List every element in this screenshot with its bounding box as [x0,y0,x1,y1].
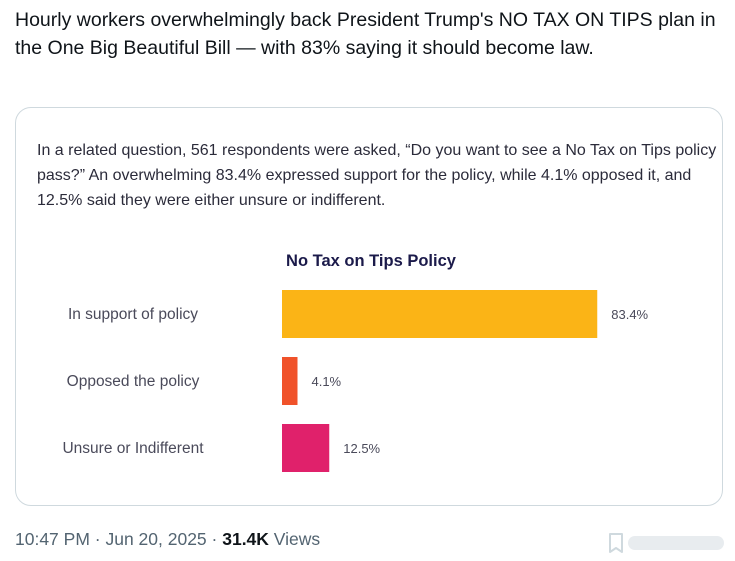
survey-intro-text: In a related question, 561 respondents w… [37,142,717,209]
bookmark-icon[interactable] [608,532,726,554]
bar-chart: No Tax on Tips Policy In support of poli… [62,252,649,472]
tweet-date[interactable]: Jun 20, 2025 [105,529,207,549]
tweet-text: Hourly workers overwhelmingly back Presi… [15,9,716,59]
tweet-footer: 10:47 PM · Jun 20, 2025 · 31.4K Views [15,529,320,550]
bar-value-label: 12.5% [343,441,380,456]
chart-title: No Tax on Tips Policy [286,252,457,270]
bar-value-label: 4.1% [311,374,341,389]
bar [282,357,298,405]
tweet-time[interactable]: 10:47 PM [15,529,90,549]
views-label: Views [268,529,321,549]
separator: · [206,529,223,549]
bar [282,290,598,338]
category-label: Unsure or Indifferent [62,440,204,457]
category-label: In support of policy [68,306,198,323]
bar-value-label: 83.4% [611,307,648,322]
views-count: 31.4K [222,529,269,549]
bar [282,424,330,472]
media-card[interactable]: In a related question, 561 respondents w… [15,107,723,506]
category-label: Opposed the policy [67,373,200,390]
separator: · [89,529,106,549]
